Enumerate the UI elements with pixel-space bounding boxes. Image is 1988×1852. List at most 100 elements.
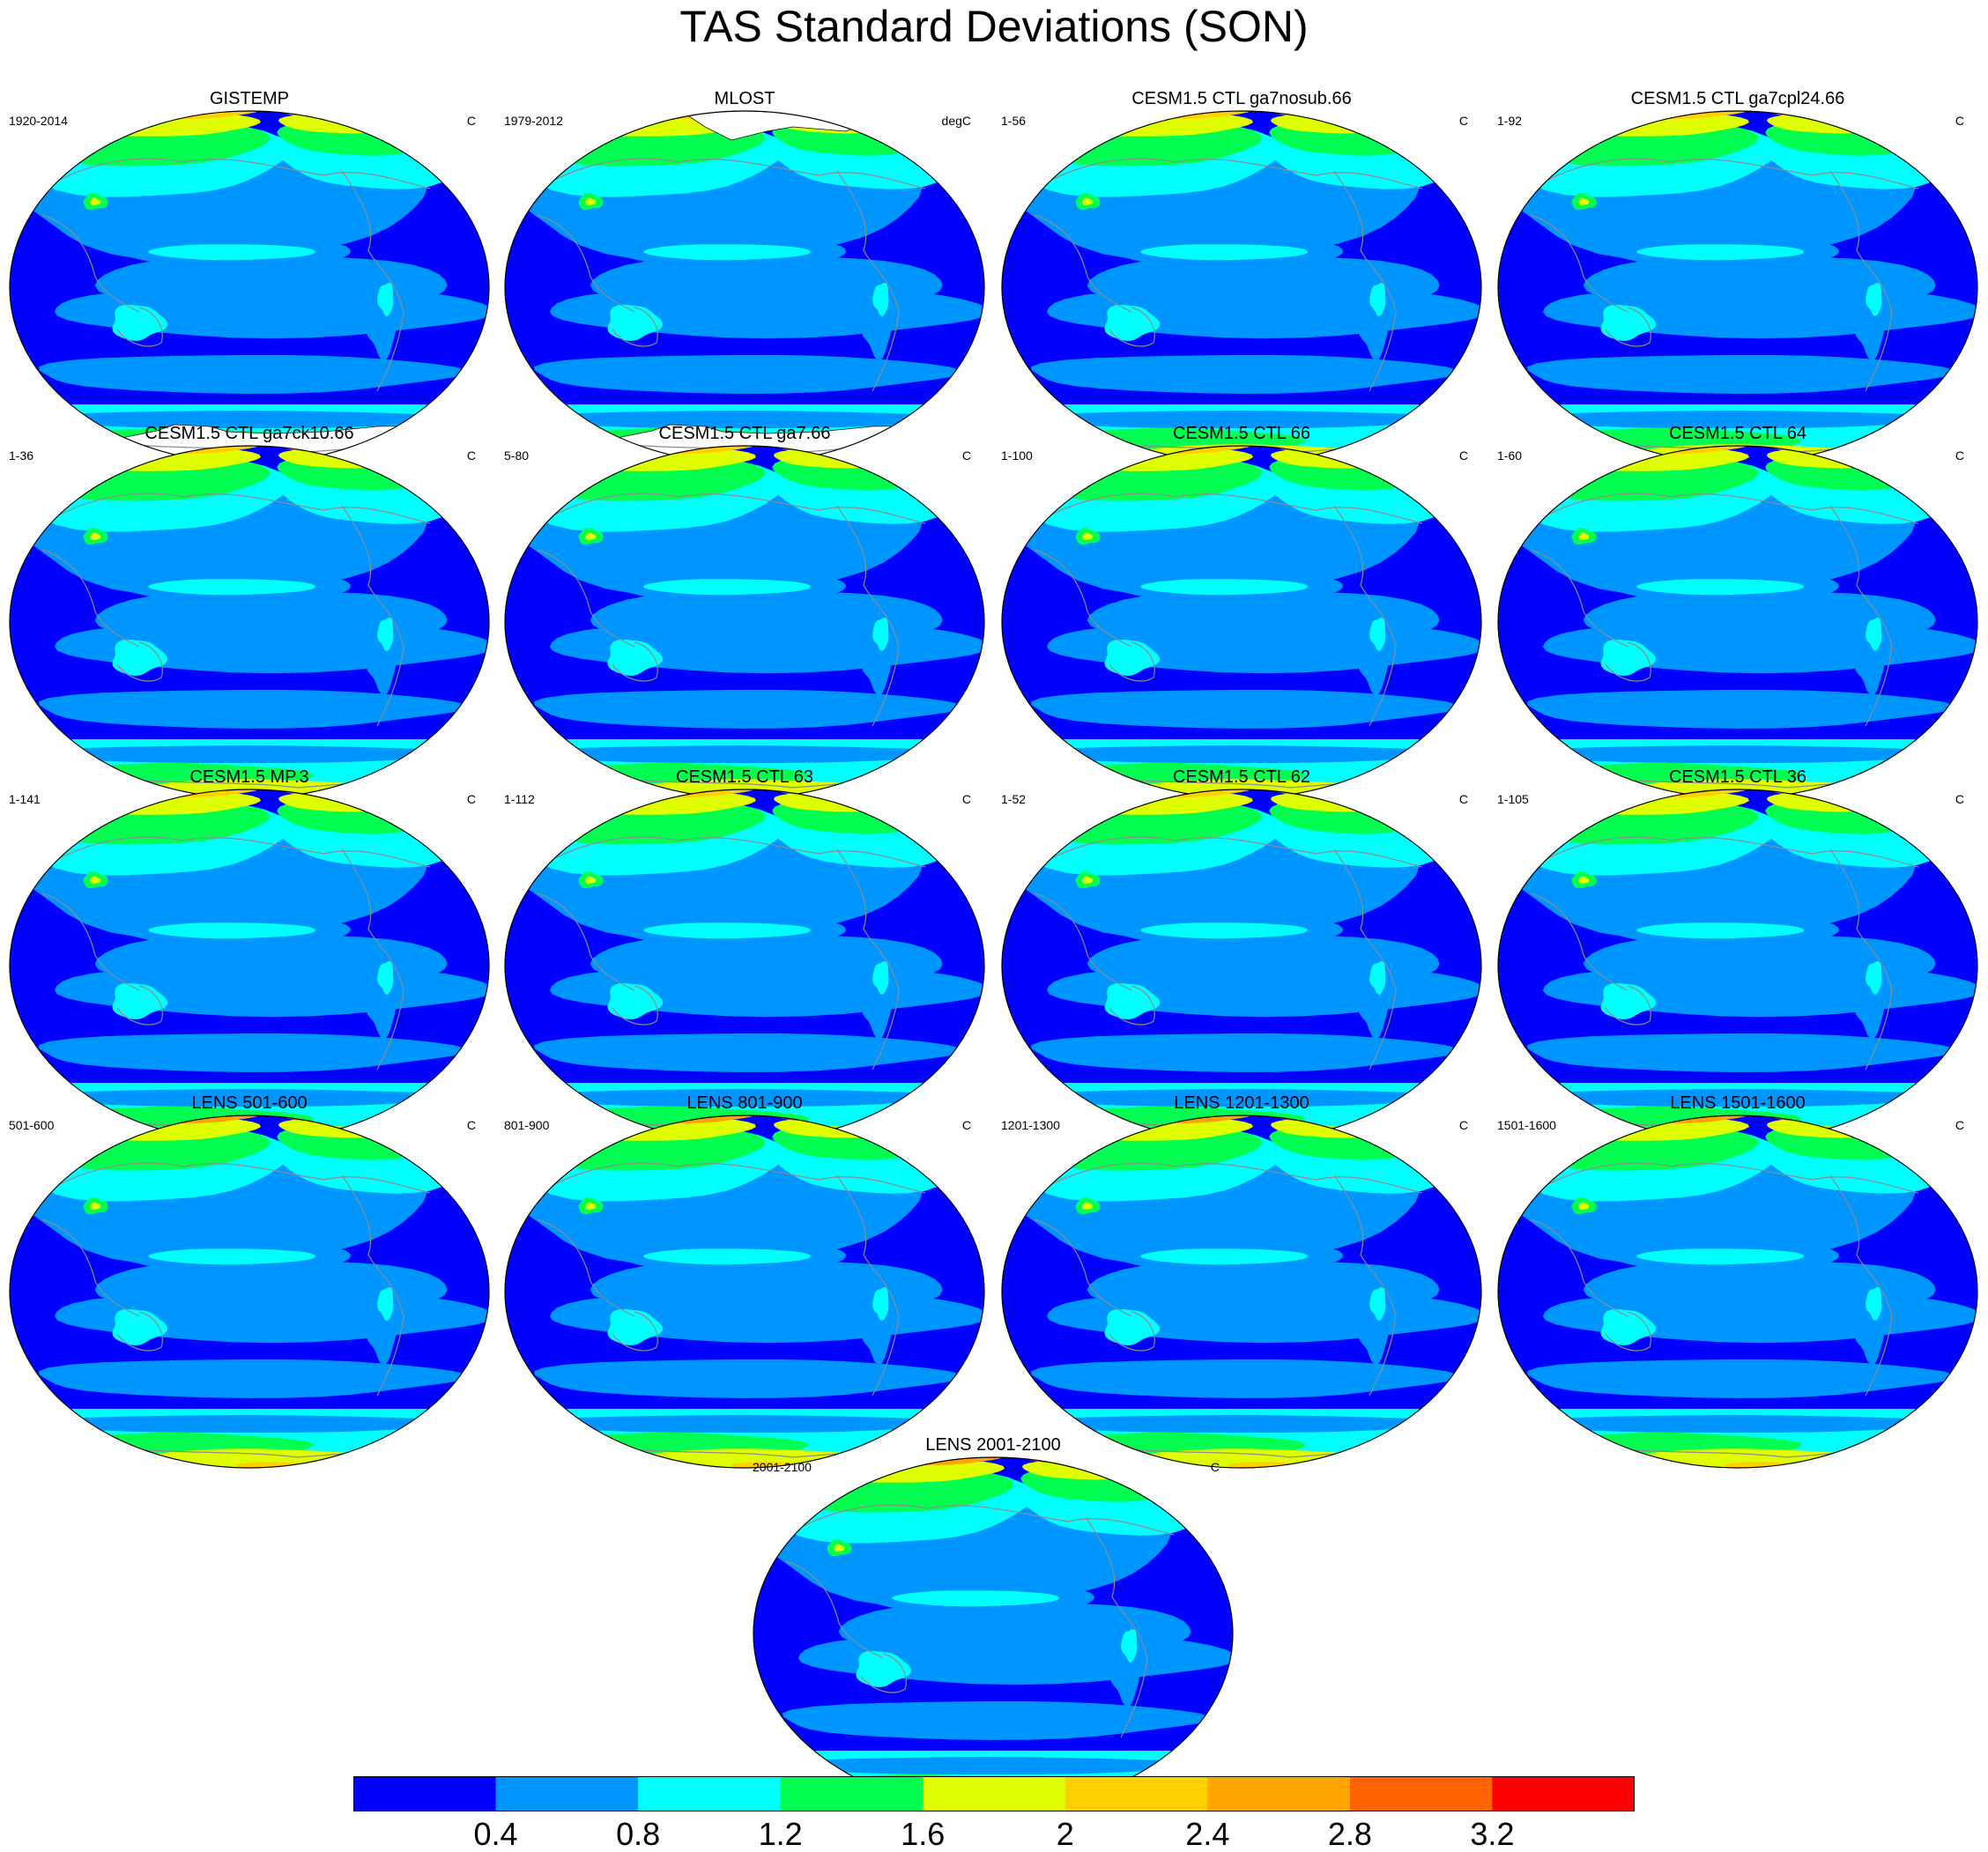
colorbar-segment [780, 1776, 924, 1811]
robinson-map [1001, 1115, 1482, 1469]
panel-units-label: C [466, 792, 476, 806]
colorbar-segment [1492, 1776, 1635, 1811]
panel-title: CESM1.5 CTL 36 [1669, 767, 1806, 787]
panel-title: MLOST [714, 89, 775, 108]
panel-units-label: C [1458, 792, 1468, 806]
robinson-map [504, 789, 985, 1143]
panel-units-label: C [1955, 792, 1964, 806]
robinson-map [1497, 445, 1978, 799]
panel-years-label: 1920-2014 [9, 114, 68, 128]
panel-years-label: 2001-2100 [753, 1460, 812, 1474]
panel-years-label: 801-900 [504, 1118, 550, 1132]
panel-units-label: C [1955, 114, 1964, 128]
figure-title: TAS Standard Deviations (SON) [679, 2, 1309, 51]
colorbar-tick-label: 0.4 [473, 1816, 518, 1852]
panel-title: CESM1.5 CTL 64 [1669, 424, 1806, 443]
panel-title: LENS 2001-2100 [925, 1435, 1061, 1455]
map-panel: CESM1.5 CTL 36 1-105 C [1495, 767, 1980, 1154]
panel-title: CESM1.5 CTL ga7ck10.66 [145, 424, 354, 443]
map-panel: CESM1.5 CTL 66 1-100 C [999, 423, 1484, 811]
panel-years-label: 1-100 [1001, 448, 1033, 463]
panel-units-label: C [1955, 448, 1964, 463]
map-panel: LENS 801-900 801-900 C [502, 1093, 987, 1480]
colorbar-tick-label: 2.4 [1185, 1816, 1230, 1852]
panel-years-label: 1-141 [9, 792, 41, 806]
colorbar-tick-label: 2.8 [1327, 1816, 1372, 1852]
panel-title: LENS 501-600 [191, 1093, 308, 1113]
panel-title: GISTEMP [209, 89, 289, 108]
robinson-map [1497, 1115, 1978, 1469]
colorbar-tick-label: 0.8 [616, 1816, 661, 1852]
robinson-map [9, 1115, 490, 1469]
panel-units-label: C [1458, 114, 1468, 128]
panel-years-label: 1-36 [9, 448, 34, 463]
panel-years-label: 1979-2012 [504, 114, 563, 128]
robinson-map [9, 789, 490, 1143]
robinson-map [753, 1456, 1234, 1811]
colorbar-segment [1349, 1776, 1493, 1811]
colorbar-segment [638, 1776, 782, 1811]
robinson-map [1497, 110, 1978, 464]
panel-years-label: 501-600 [9, 1118, 55, 1132]
robinson-map [9, 110, 490, 464]
panel-title: CESM1.5 CTL ga7nosub.66 [1131, 89, 1352, 108]
robinson-map [504, 445, 985, 799]
robinson-map [1001, 445, 1482, 799]
map-panel: CESM1.5 MP.3 1-141 C [7, 767, 492, 1154]
panel-years-label: 1-92 [1497, 114, 1523, 128]
robinson-map [1497, 789, 1978, 1143]
map-panel: LENS 501-600 501-600 C [7, 1093, 492, 1480]
panel-years-label: 1-52 [1001, 792, 1027, 806]
panel-years-label: 1-105 [1497, 792, 1529, 806]
colorbar-tick-label: 3.2 [1470, 1816, 1515, 1852]
robinson-map [1001, 789, 1482, 1143]
map-panel: CESM1.5 CTL 63 1-112 C [502, 767, 987, 1154]
panel-title: CESM1.5 CTL 62 [1173, 767, 1310, 787]
colorbar [353, 1776, 1635, 1811]
map-panel: CESM1.5 CTL ga7.66 5-80 C [502, 423, 987, 811]
panel-units-label: degC [941, 114, 971, 128]
panel-years-label: 1501-1600 [1497, 1118, 1556, 1132]
panel-title: CESM1.5 CTL ga7cpl24.66 [1630, 89, 1845, 108]
robinson-map [504, 1115, 985, 1469]
panel-units-label: C [961, 1118, 971, 1132]
panel-title: CESM1.5 CTL ga7.66 [658, 424, 831, 443]
map-panel: MLOST 1979-2012 degC [502, 88, 987, 476]
robinson-map [504, 110, 985, 464]
colorbar-tick-label: 1.6 [901, 1816, 946, 1852]
map-panel: CESM1.5 CTL ga7cpl24.66 1-92 C [1495, 88, 1980, 476]
map-panel: LENS 1501-1600 1501-1600 C [1495, 1093, 1980, 1480]
panel-units-label: C [1458, 1118, 1468, 1132]
panel-title: LENS 801-900 [686, 1093, 803, 1113]
robinson-map [1001, 110, 1482, 464]
colorbar-segment [353, 1776, 497, 1811]
panel-years-label: 1-56 [1001, 114, 1027, 128]
panel-units-label: C [1210, 1460, 1220, 1474]
map-panel: CESM1.5 CTL 62 1-52 C [999, 767, 1484, 1154]
map-panel: GISTEMP 1920-2014 C [7, 88, 492, 476]
map-panel: CESM1.5 CTL ga7ck10.66 1-36 C [7, 423, 492, 811]
colorbar-segment [1064, 1776, 1208, 1811]
panel-years-label: 1-112 [504, 792, 535, 806]
panel-years-label: 1-60 [1497, 448, 1523, 463]
panel-units-label: C [466, 114, 476, 128]
panel-title: CESM1.5 CTL 66 [1173, 424, 1310, 443]
panel-title: LENS 1201-1300 [1174, 1093, 1309, 1113]
colorbar-tick-label: 1.2 [758, 1816, 803, 1852]
colorbar-segment [923, 1776, 1066, 1811]
colorbar-tick-label: 2 [1056, 1816, 1074, 1852]
map-panel: LENS 1201-1300 1201-1300 C [999, 1093, 1484, 1480]
panel-units-label: C [466, 448, 476, 463]
colorbar-segment [1207, 1776, 1351, 1811]
panel-title: CESM1.5 CTL 63 [676, 767, 813, 787]
map-panel: CESM1.5 CTL ga7nosub.66 1-56 C [999, 88, 1484, 476]
panel-title: CESM1.5 MP.3 [189, 767, 309, 787]
robinson-map [9, 445, 490, 799]
panel-title: LENS 1501-1600 [1670, 1093, 1806, 1113]
panel-units-label: C [466, 1118, 476, 1132]
colorbar-segment [495, 1776, 639, 1811]
panel-years-label: 5-80 [504, 448, 530, 463]
panel-units-label: C [1955, 1118, 1964, 1132]
map-panel: CESM1.5 CTL 64 1-60 C [1495, 423, 1980, 811]
panel-years-label: 1201-1300 [1001, 1118, 1060, 1132]
